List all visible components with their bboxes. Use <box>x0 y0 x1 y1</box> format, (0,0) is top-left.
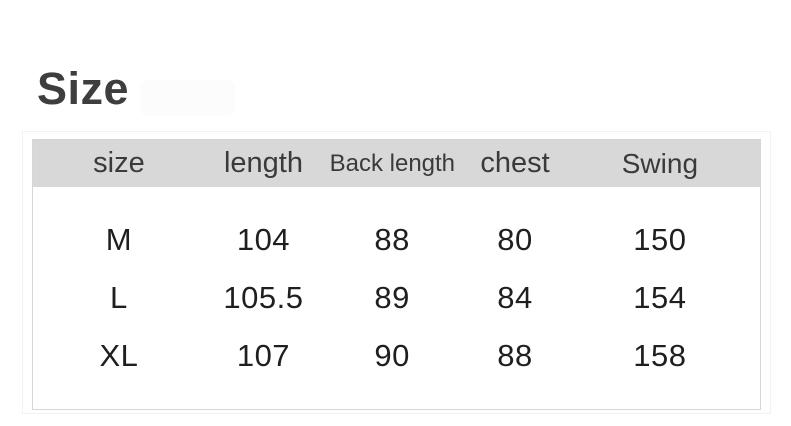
table-row-m: M 104 88 80 150 <box>33 211 760 269</box>
page-title: Size <box>37 63 130 114</box>
length-cell: 107 <box>236 338 291 373</box>
back-length-cell: 88 <box>374 222 410 257</box>
size-table: size length Back length chest Swing M 10… <box>32 139 761 410</box>
column-header-back-length: Back length <box>329 149 456 177</box>
outer-frame <box>22 131 771 414</box>
length-cell: 105.5 <box>223 280 304 315</box>
swing-cell: 154 <box>633 280 687 315</box>
size-label-cell: L <box>110 280 128 315</box>
length-cell: 104 <box>236 222 291 257</box>
back-length-cell: 89 <box>374 280 410 315</box>
column-header-chest: chest <box>480 147 550 179</box>
chest-cell: 84 <box>497 280 533 315</box>
swing-cell: 150 <box>633 222 687 257</box>
chest-cell: 80 <box>497 222 533 257</box>
table-header-row: size length Back length chest Swing <box>33 140 760 187</box>
chest-cell: 88 <box>497 338 533 373</box>
size-label-cell: XL <box>99 338 139 373</box>
swing-cell: 158 <box>633 338 687 373</box>
watermark-remnant <box>140 80 235 116</box>
column-header-swing: Swing <box>621 147 699 179</box>
back-length-cell: 90 <box>374 338 410 373</box>
table-row-xl: XL 107 90 88 158 <box>33 327 760 385</box>
table-row-l: L 105.5 89 84 154 <box>33 269 760 327</box>
column-header-length: length <box>223 147 303 179</box>
column-header-size: size <box>93 147 145 179</box>
table-body: M 104 88 80 150 L 105.5 89 84 154 XL 107… <box>33 187 760 385</box>
size-label-cell: M <box>105 222 133 257</box>
